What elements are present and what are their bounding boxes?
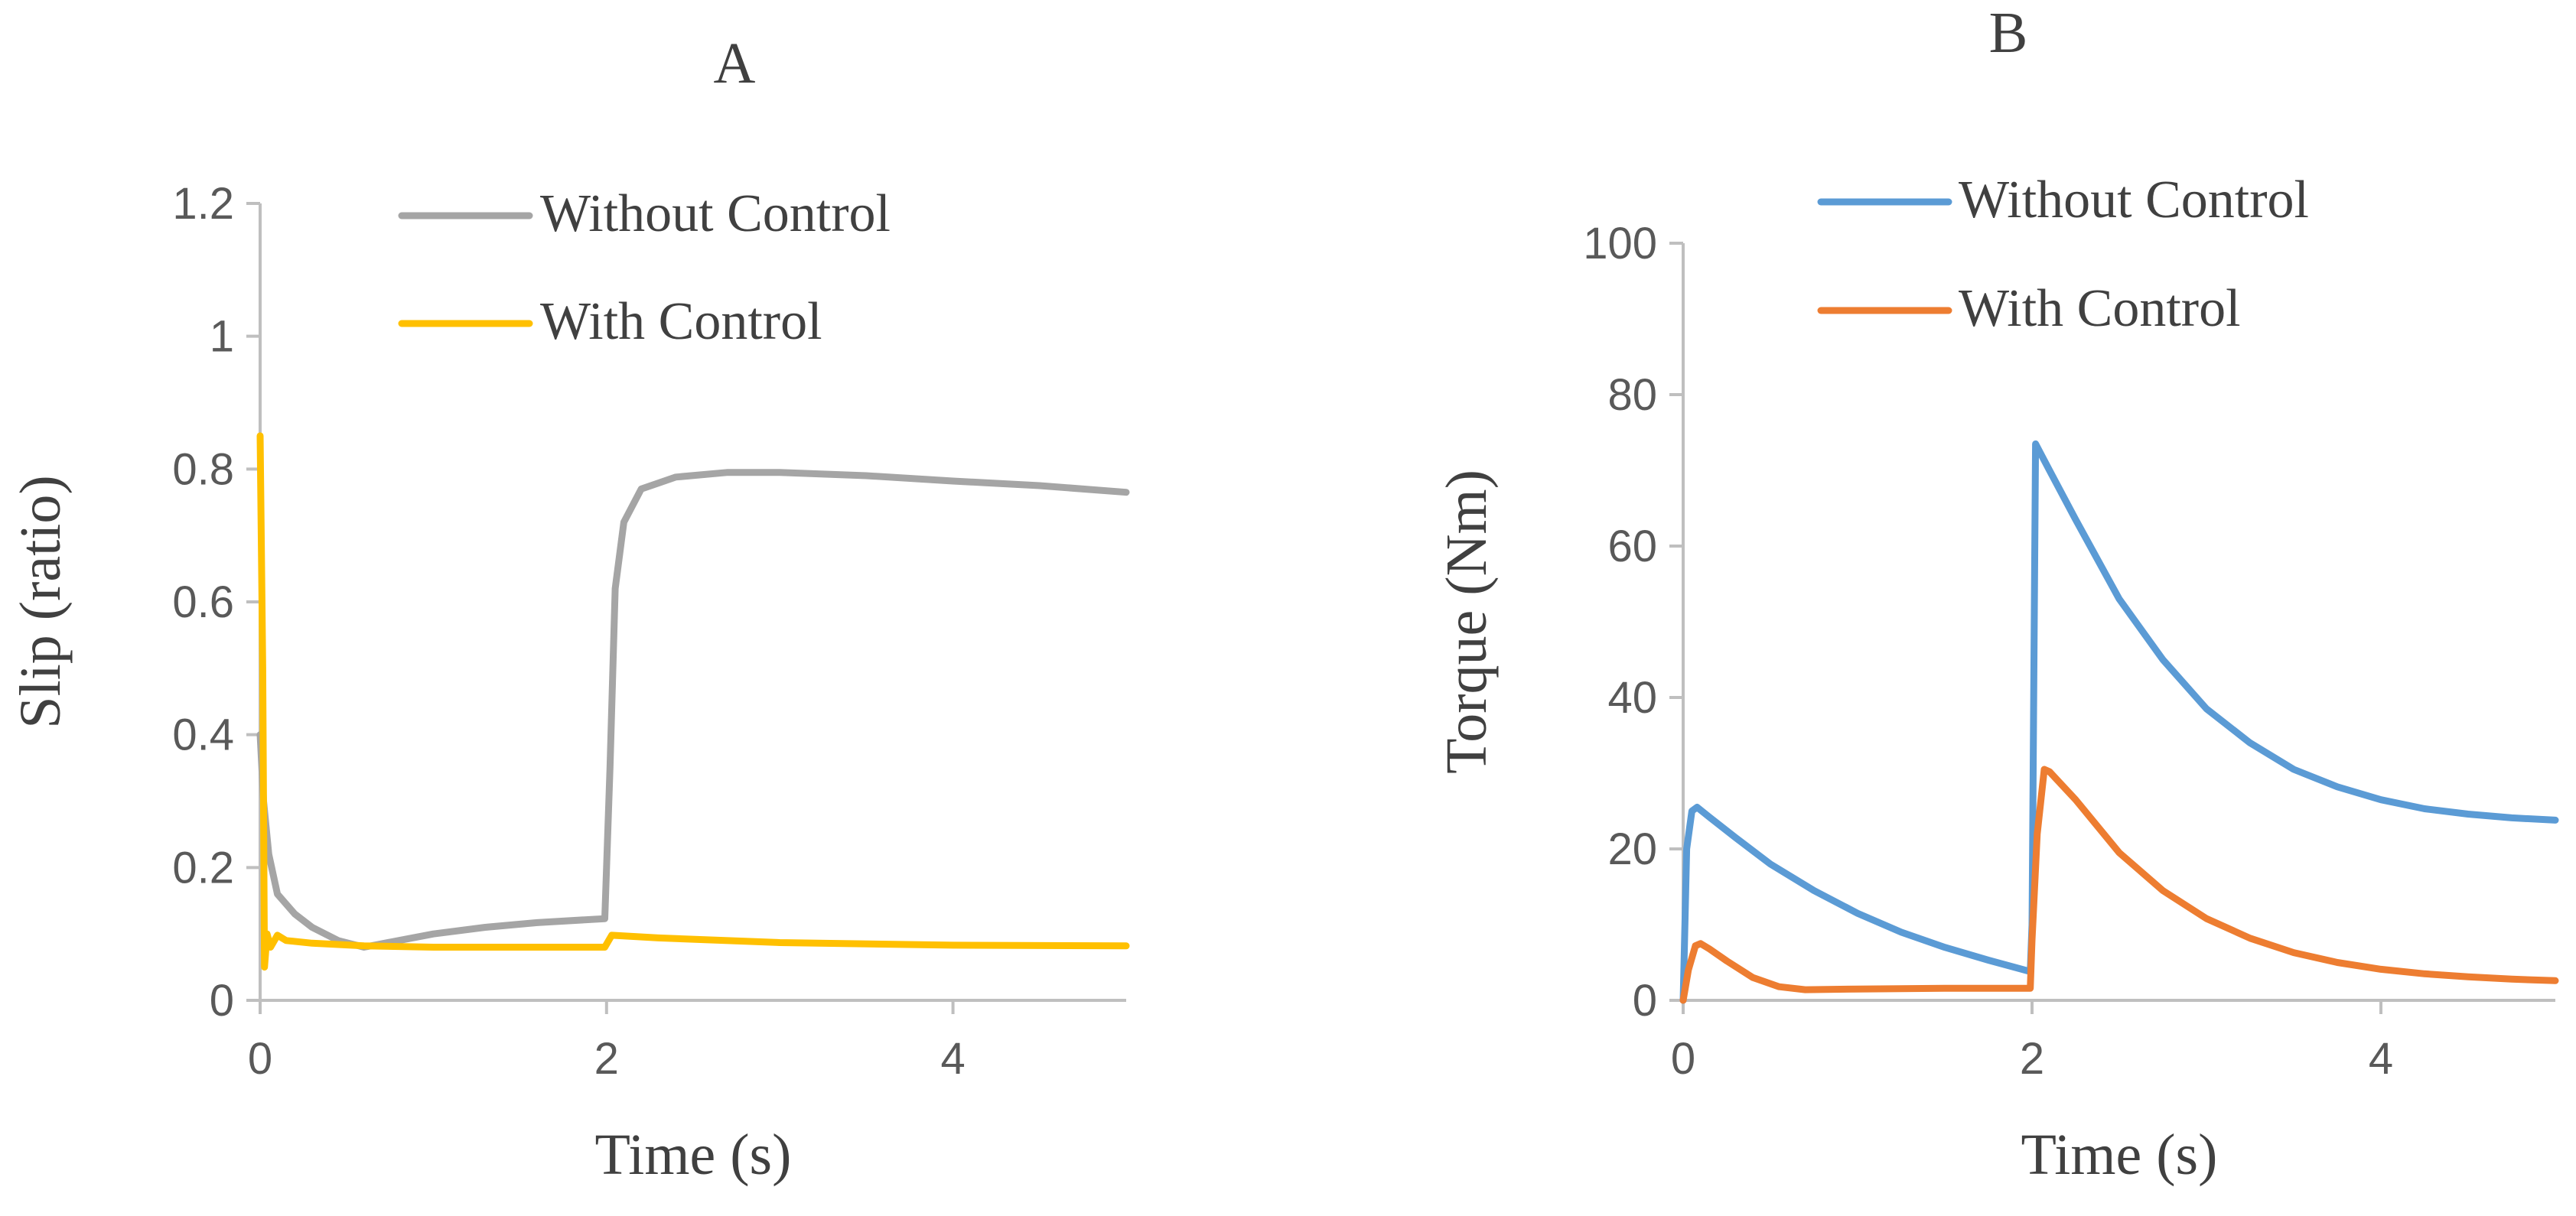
x-tick-label: 0 — [1671, 1034, 1695, 1084]
chart-panel-a: A 0 0.2 0.4 0.6 0.8 1 1.2 0 2 4 Time (s) Slip (ratio… — [8, 31, 1130, 1187]
x-tick-label: 4 — [2369, 1034, 2393, 1084]
x-tick-label: 0 — [248, 1034, 272, 1084]
y-tick-label: 0.4 — [172, 710, 234, 760]
series-line-without-control — [256, 469, 1130, 951]
x-tick-label: 4 — [940, 1034, 965, 1084]
x-tick-label: 2 — [594, 1034, 619, 1084]
y-tick-label: 0.8 — [172, 444, 234, 494]
chart-panel-b: B 0 20 40 60 80 100 0 2 4 Time (s) Torque (Nm) Witho… — [1435, 1, 2559, 1187]
x-axis-title: Time (s) — [2021, 1123, 2218, 1187]
y-tick-label: 100 — [1583, 219, 1657, 268]
y-tick-label: 0.6 — [172, 577, 234, 627]
legend-label: Without Control — [1959, 171, 2309, 229]
x-axis-title: Time (s) — [595, 1123, 792, 1187]
y-tick-label: 20 — [1607, 824, 1657, 874]
series-line-with-control — [256, 432, 1130, 971]
y-tick-label: 0 — [1633, 976, 1657, 1026]
x-tick-label: 2 — [2020, 1034, 2044, 1084]
y-tick-label: 1 — [210, 312, 234, 362]
y-tick-label: 0.2 — [172, 843, 234, 892]
panel-label: A — [714, 31, 756, 96]
legend-label: With Control — [1959, 279, 2241, 338]
y-tick-label: 40 — [1607, 673, 1657, 723]
y-tick-label: 80 — [1607, 370, 1657, 420]
panel-label: B — [1989, 1, 2028, 65]
y-tick-label: 60 — [1607, 522, 1657, 571]
y-axis-title: Slip (ratio) — [8, 475, 73, 728]
legend-label: With Control — [540, 292, 822, 351]
legend-label: Without Control — [540, 184, 891, 243]
y-axis-title: Torque (Nm) — [1435, 470, 1499, 774]
series-line-without-control — [1679, 440, 2559, 1004]
y-tick-label: 0 — [210, 976, 234, 1026]
y-tick-label: 1.2 — [172, 179, 234, 229]
series-line-with-control — [1679, 766, 2559, 1004]
